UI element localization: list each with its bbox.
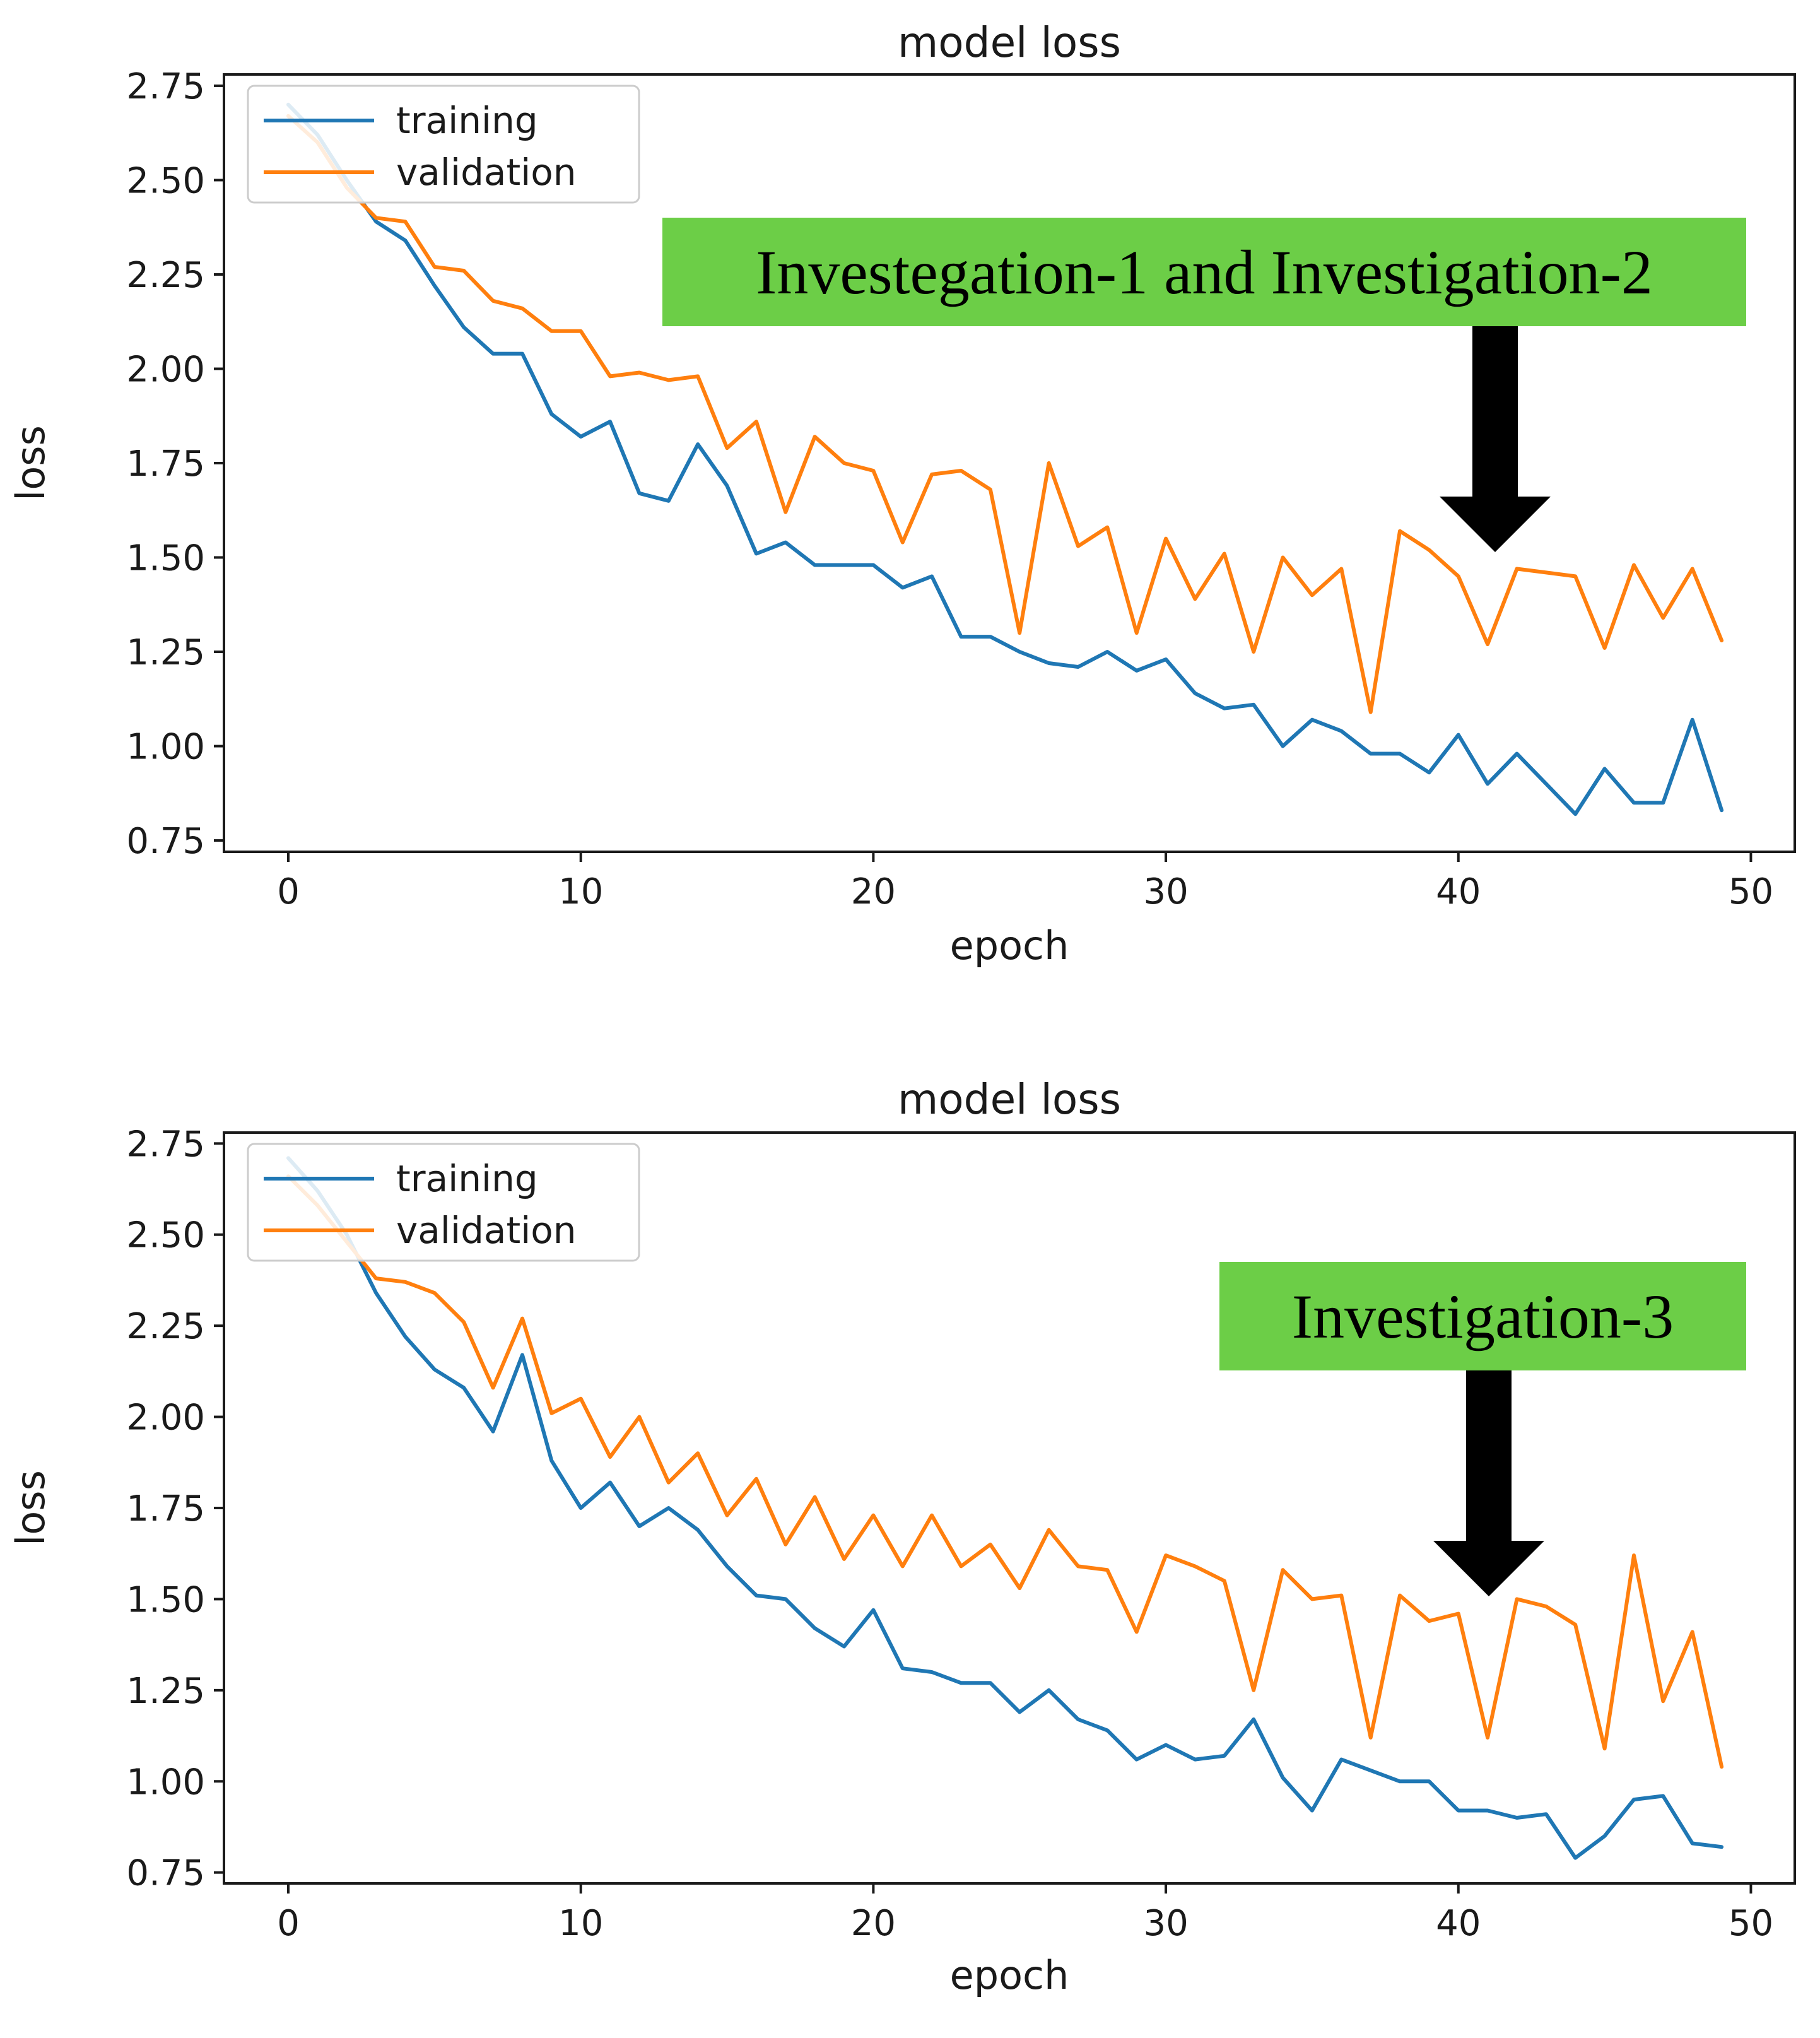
annotation-text: Investigation-3 (1292, 1281, 1674, 1352)
x-tick-label: 20 (851, 871, 896, 912)
legend-label-validation: validation (396, 151, 577, 194)
down-arrow-icon (1433, 1370, 1544, 1596)
legend-label-validation: validation (396, 1209, 577, 1252)
x-tick-label: 10 (558, 871, 603, 912)
legend-label-training: training (396, 1157, 538, 1200)
x-tick-label: 0 (277, 1903, 300, 1944)
chart-title: model loss (898, 1075, 1121, 1124)
x-tick-label: 20 (851, 1903, 896, 1944)
y-tick-label: 2.25 (126, 1306, 205, 1347)
y-tick-label: 1.75 (126, 1488, 205, 1529)
y-tick-label: 2.50 (126, 160, 205, 201)
annotation-text: Investegation-1 and Investigation-2 (756, 237, 1653, 307)
series-line-training (286, 102, 1724, 816)
y-tick-label: 0.75 (126, 821, 205, 862)
series-line-validation (286, 114, 1724, 714)
y-tick-label: 1.00 (126, 1762, 205, 1803)
chart-title: model loss (898, 18, 1121, 67)
y-tick-label: 1.00 (126, 727, 205, 768)
y-tick-label: 1.25 (126, 1671, 205, 1712)
y-tick-label: 2.50 (126, 1215, 205, 1256)
y-tick-label: 1.50 (126, 538, 205, 579)
annotation-box (1219, 1262, 1746, 1370)
y-tick-label: 1.75 (126, 444, 205, 485)
x-tick-label: 0 (277, 871, 300, 912)
x-tick-label: 40 (1436, 1903, 1481, 1944)
x-tick-label: 50 (1729, 1903, 1773, 1944)
y-tick-label: 2.75 (126, 1124, 205, 1165)
chart-panel-2: model loss 0 10 20 30 40 50 0.75 1.00 1.25 1.50 1.7… (8, 1075, 1796, 1998)
y-tick-label: 2.75 (126, 66, 205, 107)
y-axis-label: loss (8, 425, 54, 501)
legend-label-training: training (396, 99, 538, 142)
x-tick-label: 50 (1729, 871, 1773, 912)
x-axis-label: epoch (950, 922, 1069, 969)
x-tick-label: 30 (1143, 871, 1188, 912)
chart-panel-1: model loss 0 10 20 30 40 50 0.75 1.00 1.25 1.50 1.7… (8, 18, 1796, 969)
y-tick-label: 0.75 (126, 1853, 205, 1894)
x-tick-label: 10 (558, 1903, 603, 1944)
down-arrow-icon (1440, 326, 1551, 552)
y-tick-label: 1.50 (126, 1579, 205, 1620)
y-axis-label: loss (8, 1470, 54, 1546)
y-tick-label: 2.00 (126, 1398, 205, 1439)
series-line-training (286, 1156, 1724, 1860)
x-axis-label: epoch (950, 1952, 1069, 1998)
series-line-validation (286, 1174, 1724, 1769)
y-tick-label: 2.00 (126, 349, 205, 390)
y-tick-label: 2.25 (126, 255, 205, 296)
x-tick-label: 40 (1436, 871, 1481, 912)
y-tick-label: 1.25 (126, 632, 205, 673)
x-tick-label: 30 (1143, 1903, 1188, 1944)
annotation-box (662, 218, 1746, 326)
